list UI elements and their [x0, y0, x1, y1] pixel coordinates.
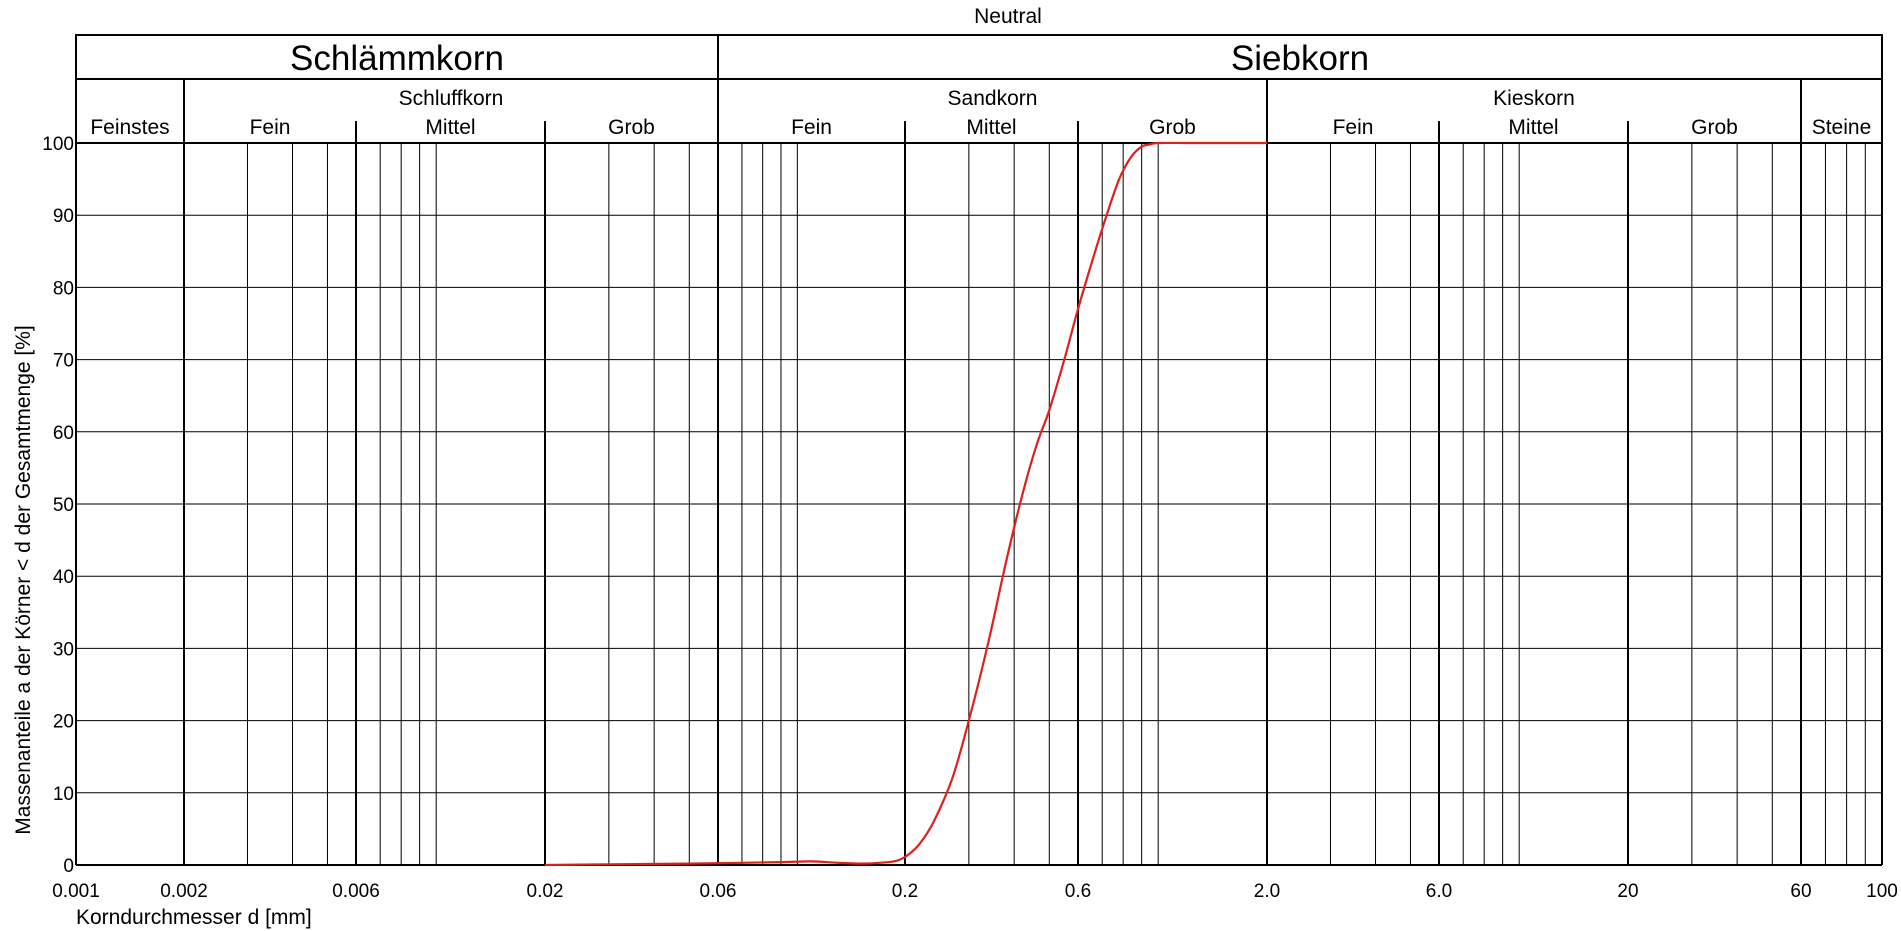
x-tick-label: 0.02 — [527, 881, 564, 902]
fraction-label: Mittel — [1508, 116, 1558, 139]
sub-group-label: Kieskorn — [1493, 87, 1575, 110]
x-tick-label: 0.006 — [332, 881, 380, 902]
y-tick-label: 100 — [42, 134, 74, 155]
y-tick-label: 60 — [53, 423, 74, 444]
sub-group-label: Schluffkorn — [399, 87, 504, 110]
fraction-label: Feinstes — [90, 116, 169, 139]
fraction-label: Fein — [791, 116, 832, 139]
fraction-label: Grob — [1691, 116, 1738, 139]
fraction-label: Grob — [608, 116, 655, 139]
x-tick-label: 0.06 — [700, 881, 737, 902]
y-tick-label: 0 — [63, 856, 74, 877]
y-tick-label: 70 — [53, 351, 74, 372]
fraction-header: Schlämmkorn Siebkorn Schluffkorn Sandkorn Ki… — [75, 34, 1883, 144]
x-tick-label: 100 — [1866, 881, 1898, 902]
y-tick-label: 40 — [53, 567, 74, 588]
x-axis-label: Korndurchmesser d [mm] — [76, 906, 312, 929]
x-tick-label: 0.002 — [160, 881, 208, 902]
axes: 0 10 20 30 40 50 60 70 80 90 100 0.001 0.002 0.006 0.0… — [42, 35, 1898, 902]
y-tick-label: 30 — [53, 639, 74, 660]
x-tick-label: 2.0 — [1254, 881, 1280, 902]
y-tick-label: 20 — [53, 712, 74, 733]
main-group-label: Siebkorn — [1231, 39, 1369, 78]
chart-title: Neutral — [974, 5, 1042, 28]
fraction-label: Mittel — [966, 116, 1016, 139]
series-layer — [544, 141, 1267, 867]
y-axis-label: Massenanteile a der Körner < d der Gesam… — [12, 325, 35, 835]
fraction-label: Fein — [1333, 116, 1374, 139]
x-tick-label: 0.001 — [52, 881, 100, 902]
x-tick-label: 6.0 — [1426, 881, 1452, 902]
sub-group-label: Sandkorn — [948, 87, 1038, 110]
x-tick-label: 0.2 — [892, 881, 918, 902]
y-tick-label: 90 — [53, 206, 74, 227]
fraction-label: Steine — [1812, 116, 1872, 139]
grading-curve — [544, 141, 1267, 867]
fraction-label: Mittel — [425, 116, 475, 139]
main-group-label: Schlämmkorn — [290, 39, 504, 78]
x-tick-label: 0.6 — [1065, 881, 1091, 902]
x-tick-label: 20 — [1617, 881, 1638, 902]
y-tick-label: 50 — [53, 495, 74, 516]
fraction-label: Fein — [250, 116, 291, 139]
grid — [75, 142, 1883, 866]
y-tick-label: 10 — [53, 784, 74, 805]
fraction-label: Grob — [1149, 116, 1196, 139]
y-tick-label: 80 — [53, 278, 74, 299]
x-tick-label: 60 — [1790, 881, 1811, 902]
